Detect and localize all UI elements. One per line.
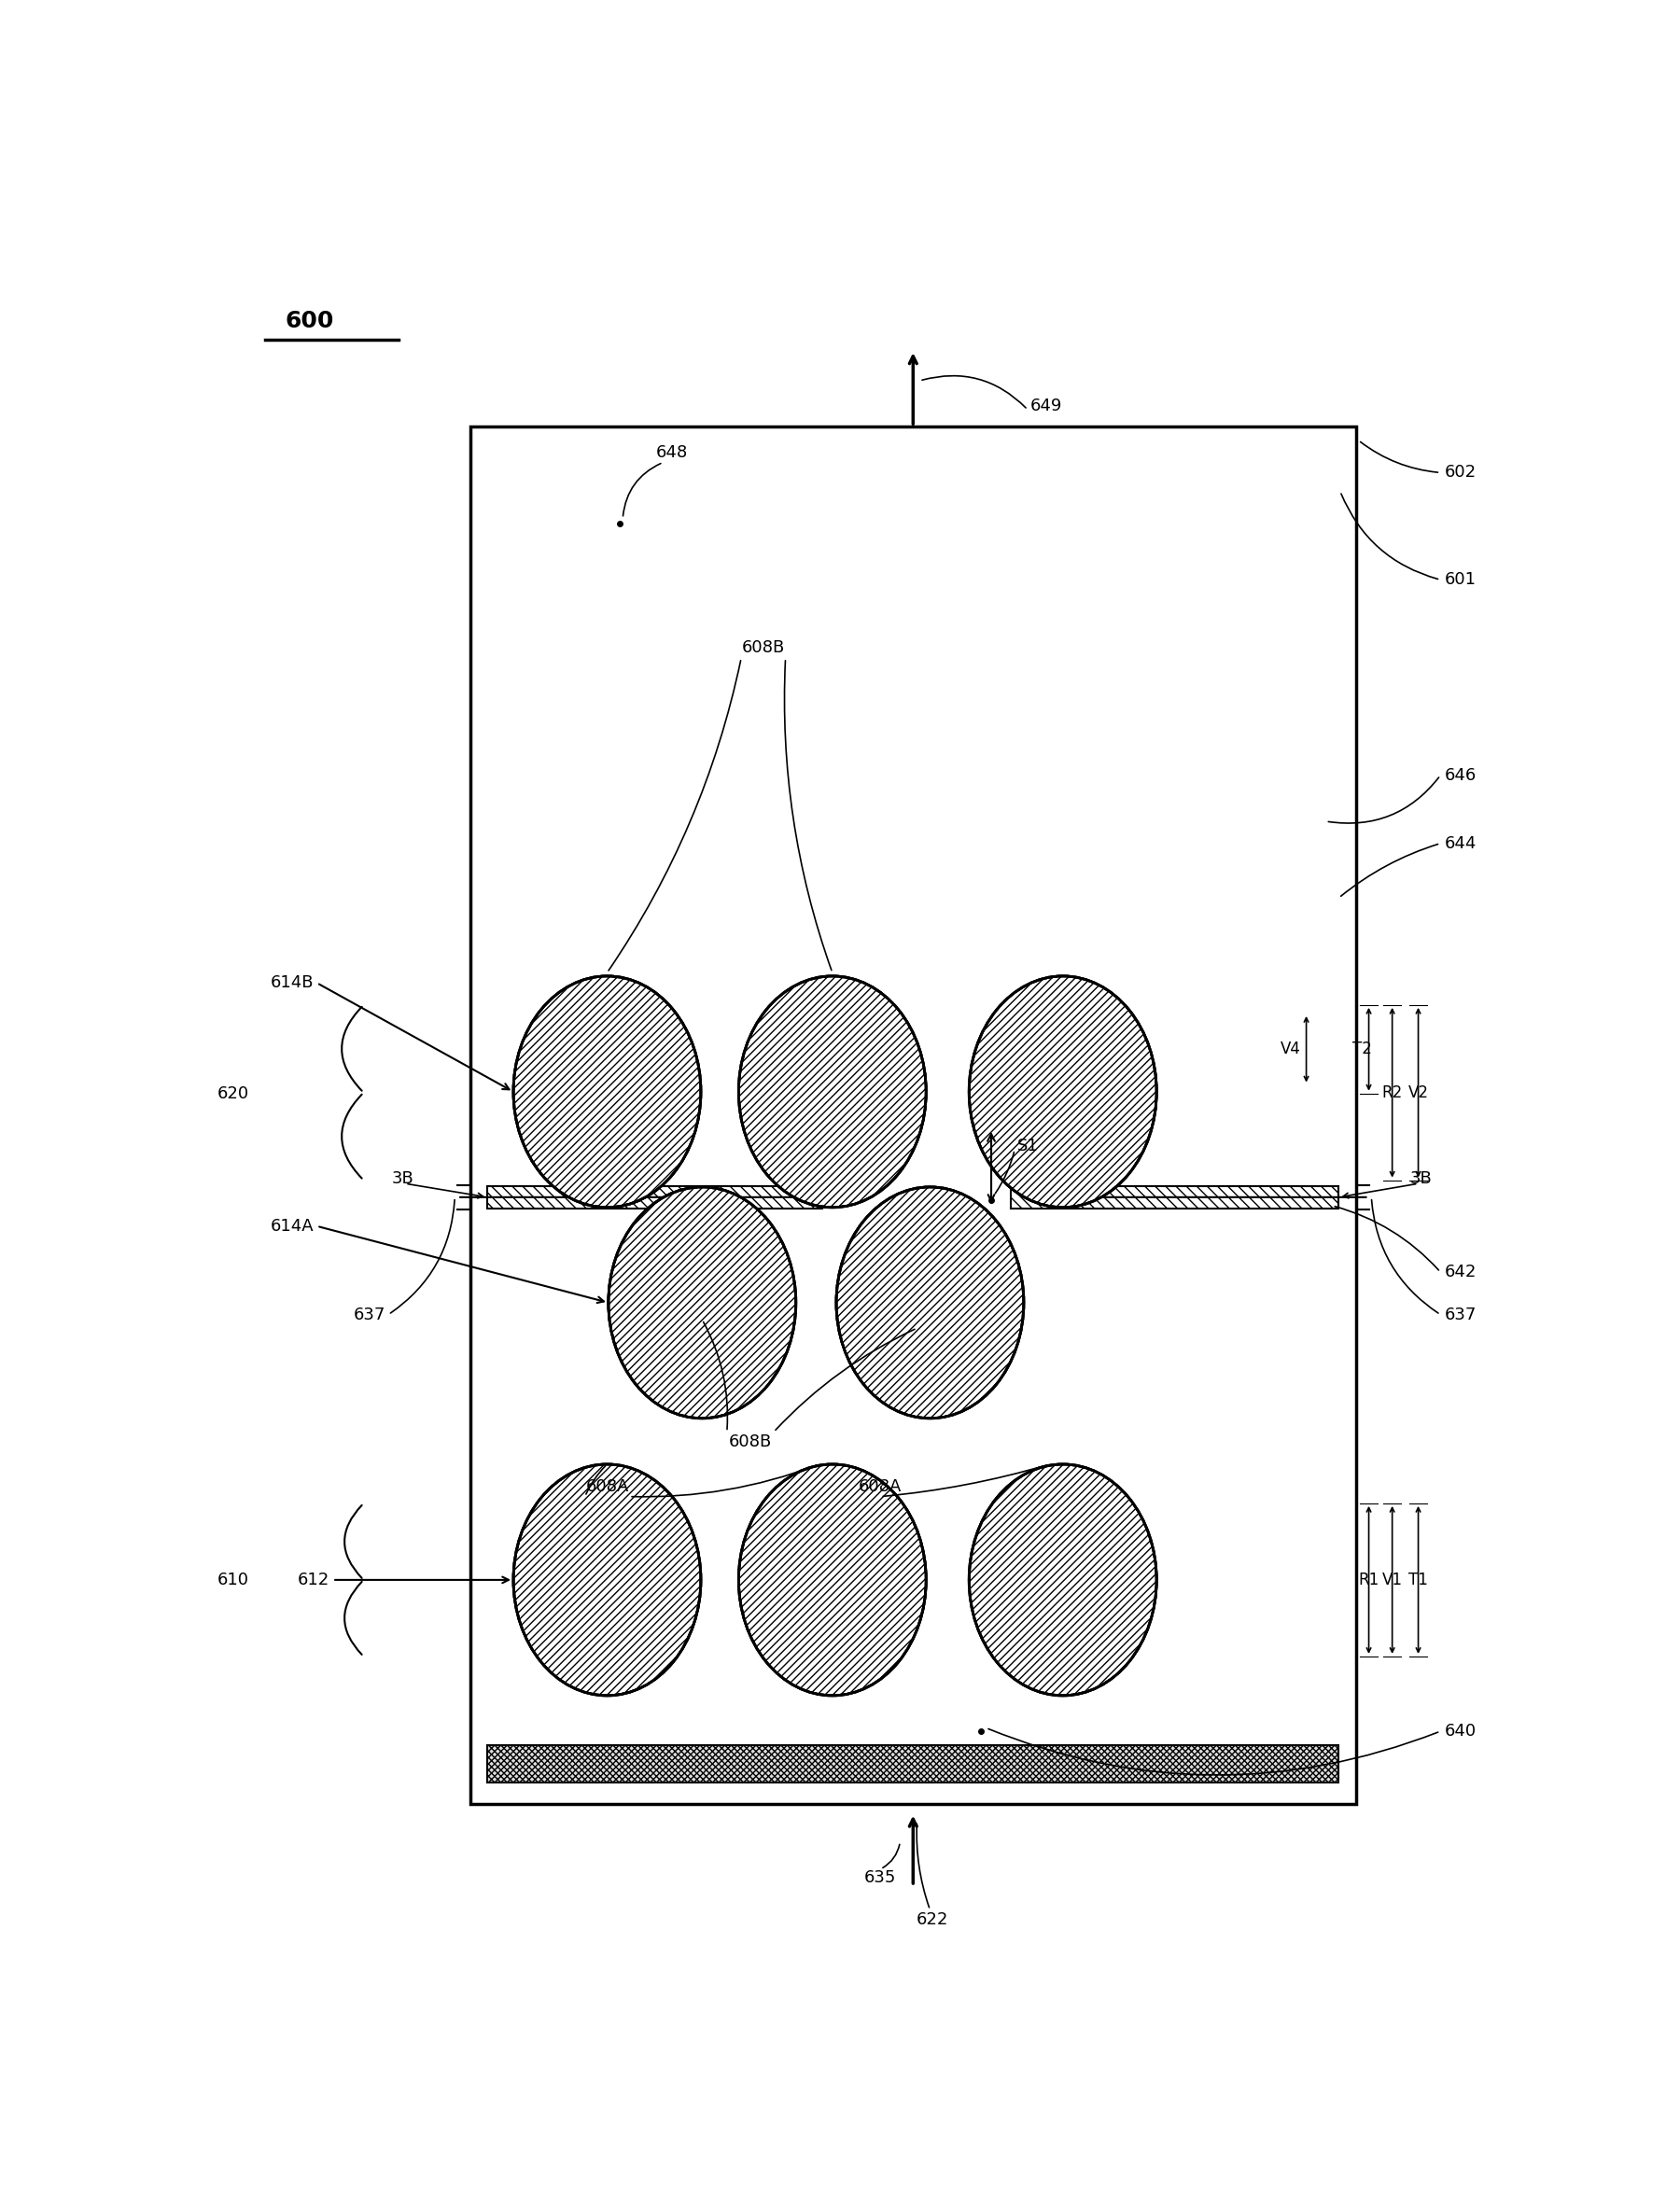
Text: 640: 640 xyxy=(1445,1723,1477,1741)
Ellipse shape xyxy=(514,1465,701,1697)
Text: T1: T1 xyxy=(1408,1571,1428,1588)
Text: 608B: 608B xyxy=(743,638,785,656)
Ellipse shape xyxy=(608,1186,796,1418)
Text: 608A: 608A xyxy=(858,1478,902,1495)
Text: 601: 601 xyxy=(1445,572,1477,588)
Text: 602: 602 xyxy=(1445,464,1477,482)
Text: V4: V4 xyxy=(1280,1040,1300,1058)
Bar xyxy=(487,1745,1339,1783)
Text: 600: 600 xyxy=(286,309,334,331)
Text: 648: 648 xyxy=(657,444,689,462)
Text: V2: V2 xyxy=(1408,1085,1428,1100)
Text: R2: R2 xyxy=(1383,1085,1403,1100)
Ellipse shape xyxy=(969,1465,1156,1697)
Ellipse shape xyxy=(837,1186,1023,1418)
Bar xyxy=(1011,1186,1339,1208)
Text: 614B: 614B xyxy=(270,974,314,992)
Bar xyxy=(487,1186,822,1208)
Text: 649: 649 xyxy=(1030,398,1062,415)
Text: 3B: 3B xyxy=(391,1171,413,1186)
Ellipse shape xyxy=(514,976,701,1208)
Text: R1: R1 xyxy=(1359,1571,1379,1588)
Ellipse shape xyxy=(739,976,926,1208)
Ellipse shape xyxy=(969,976,1156,1208)
Text: T2: T2 xyxy=(1352,1040,1373,1058)
Text: 612: 612 xyxy=(297,1571,329,1588)
Text: 644: 644 xyxy=(1445,835,1477,853)
Text: 3B: 3B xyxy=(1410,1171,1431,1186)
Ellipse shape xyxy=(739,1465,926,1697)
Text: 620: 620 xyxy=(217,1085,249,1102)
Text: V1: V1 xyxy=(1383,1571,1403,1588)
Text: 614A: 614A xyxy=(270,1217,314,1235)
Text: 610: 610 xyxy=(217,1571,249,1588)
Bar xyxy=(470,426,1356,1805)
Text: 622: 622 xyxy=(917,1911,949,1928)
Text: 608A: 608A xyxy=(585,1478,628,1495)
Text: 637: 637 xyxy=(354,1306,386,1323)
Text: 642: 642 xyxy=(1445,1264,1477,1281)
Text: 637: 637 xyxy=(1445,1306,1477,1323)
Text: 608B: 608B xyxy=(729,1434,771,1451)
Text: S1: S1 xyxy=(1018,1138,1038,1155)
Text: 635: 635 xyxy=(865,1869,897,1886)
Text: 646: 646 xyxy=(1445,767,1477,784)
